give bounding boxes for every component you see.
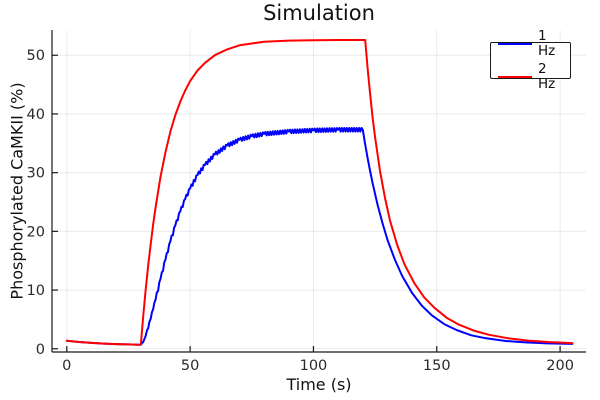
series-line-2-hz [65,39,574,346]
x-tick-label-50: 50 [181,358,199,374]
y-tick-label-0: 0 [36,342,45,358]
x-tick-label-0: 0 [62,358,71,374]
legend-item-2hz: 2 Hz [498,62,563,92]
y-tick-label-40: 40 [27,107,45,123]
legend-item-1hz: 1 Hz [498,29,563,59]
x-tick-label-150: 150 [423,358,451,374]
y-tick-label-50: 50 [27,48,45,64]
y-axis-label: Phosphorylated CaMKII (%) [7,82,27,300]
chart-title: Simulation [263,1,375,25]
x-tick-label-100: 100 [300,358,328,374]
x-tick-label-200: 200 [546,358,574,374]
legend: 1 Hz 2 Hz [490,29,571,92]
y-tick-label-10: 10 [27,283,45,299]
legend-label-2hz: 2 Hz [538,61,556,92]
y-tick-label-30: 30 [27,166,45,182]
y-tick-label-20: 20 [27,224,45,240]
x-axis-label: Time (s) [286,375,352,394]
legend-line-swatch-1hz [498,43,532,45]
legend-label-1hz: 1 Hz [538,28,556,59]
series-line-1-hz [65,127,574,346]
legend-line-swatch-2hz [498,76,532,78]
